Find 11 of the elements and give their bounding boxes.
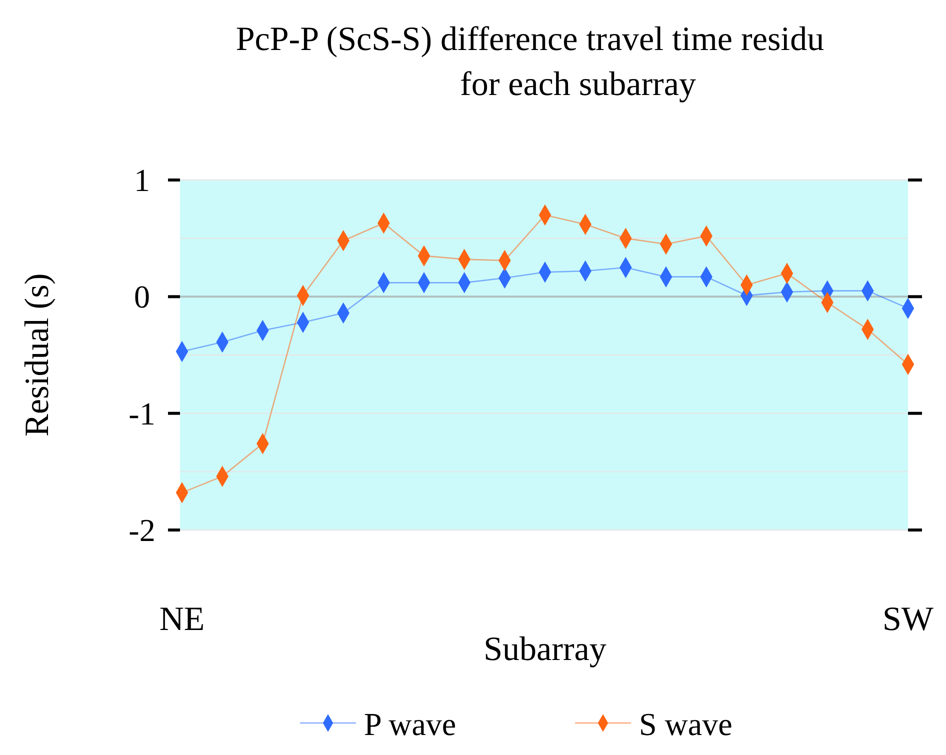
x-tick-label: SW <box>882 601 934 638</box>
x-axis-title: Subarray <box>484 631 606 668</box>
y-tick-label: -1 <box>128 395 156 432</box>
x-tick-label: NE <box>159 601 205 638</box>
y-tick-label: 1 <box>134 162 150 198</box>
legend-label: S wave <box>639 706 732 742</box>
chart-title: PcP-P (ScS-S) difference travel time residu for each subarray <box>236 21 824 103</box>
y-tick-label: -2 <box>128 512 156 548</box>
y-tick-label: 0 <box>134 278 150 315</box>
legend-label: P wave <box>364 706 456 742</box>
y-axis-title: Residual (s) <box>19 273 56 437</box>
